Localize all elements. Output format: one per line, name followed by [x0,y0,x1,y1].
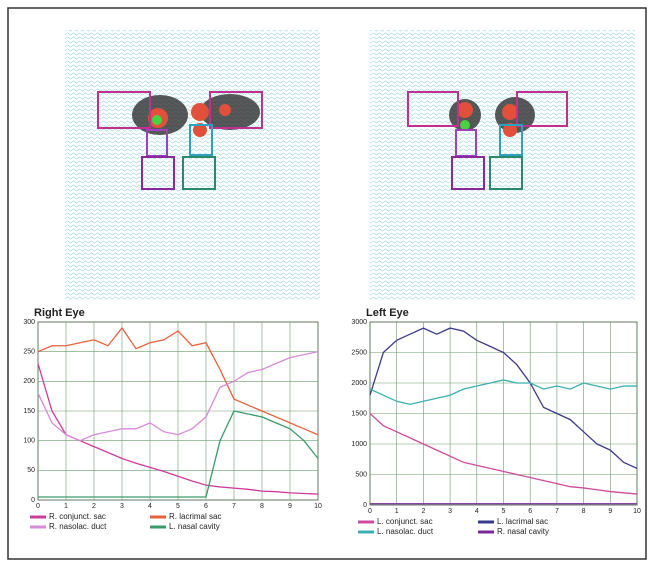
x-tick-label: 10 [633,508,641,515]
y-tick-label: 0 [31,497,35,504]
x-tick-label: 9 [608,508,612,515]
x-tick-label: 2 [92,503,96,510]
y-tick-label: 1500 [351,410,367,417]
y-tick-label: 500 [355,471,367,478]
legend-label: R. nasal cavity [497,527,549,536]
scan-right [65,30,320,300]
y-tick-label: 250 [23,349,35,356]
x-tick-label: 10 [314,503,322,510]
x-tick-label: 1 [64,503,68,510]
x-tick-label: 6 [528,508,532,515]
x-tick-label: 4 [475,508,479,515]
chart-title: Right Eye [34,307,85,319]
x-tick-label: 7 [232,503,236,510]
x-tick-label: 7 [555,508,559,515]
legend-label: L. nasal cavity [169,522,220,531]
x-tick-label: 1 [395,508,399,515]
y-tick-label: 3000 [351,319,367,326]
x-tick-label: 2 [421,508,425,515]
legend-label: R. nasolac. duct [49,522,107,531]
y-tick-label: 300 [23,319,35,326]
scan-left [370,30,635,300]
x-tick-label: 0 [368,508,372,515]
x-tick-label: 8 [582,508,586,515]
legend-label: R. conjunct. sac [49,512,106,521]
x-tick-label: 5 [176,503,180,510]
x-tick-label: 3 [448,508,452,515]
y-tick-label: 150 [23,408,35,415]
y-tick-label: 1000 [351,441,367,448]
x-tick-label: 3 [120,503,124,510]
x-tick-label: 4 [148,503,152,510]
legend-label: R. lacrimal sac [169,512,221,521]
x-tick-label: 9 [288,503,292,510]
x-tick-label: 6 [204,503,208,510]
legend-label: L. lacrimal sac [497,517,548,526]
x-tick-label: 5 [502,508,506,515]
y-tick-label: 200 [23,378,35,385]
y-tick-label: 0 [363,502,367,509]
legend-label: L. nasolac. duct [377,527,434,536]
x-tick-label: 0 [36,503,40,510]
y-tick-label: 50 [27,467,35,474]
y-tick-label: 100 [23,438,35,445]
y-tick-label: 2000 [351,380,367,387]
x-tick-label: 8 [260,503,264,510]
legend-label: L. conjunct. sac [377,517,433,526]
chart-title: Left Eye [366,307,409,319]
figure: Right Eye050100150200250300012345678910R… [0,0,654,567]
y-tick-label: 2500 [351,349,367,356]
